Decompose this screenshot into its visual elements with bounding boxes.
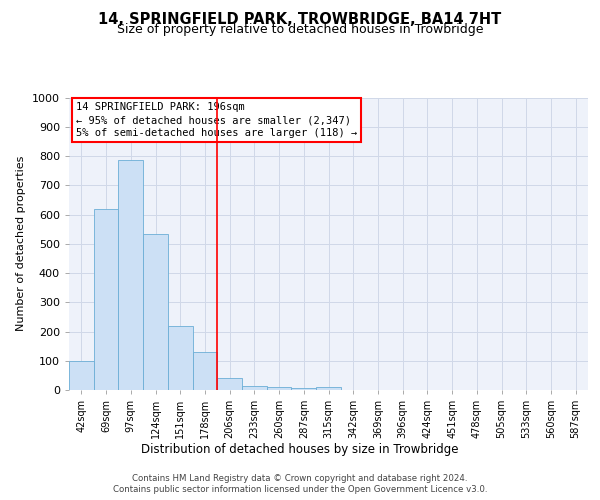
Text: Contains HM Land Registry data © Crown copyright and database right 2024.: Contains HM Land Registry data © Crown c… [132,474,468,483]
Text: Contains public sector information licensed under the Open Government Licence v3: Contains public sector information licen… [113,485,487,494]
Text: 14 SPRINGFIELD PARK: 196sqm
← 95% of detached houses are smaller (2,347)
5% of s: 14 SPRINGFIELD PARK: 196sqm ← 95% of det… [76,102,357,139]
Bar [193,352,217,390]
Bar [94,208,118,390]
Text: Size of property relative to detached houses in Trowbridge: Size of property relative to detached ho… [117,24,483,36]
Bar [316,387,341,390]
Y-axis label: Number of detached properties: Number of detached properties [16,156,26,332]
Bar [242,386,267,390]
Text: 14, SPRINGFIELD PARK, TROWBRIDGE, BA14 7HT: 14, SPRINGFIELD PARK, TROWBRIDGE, BA14 7… [98,12,502,28]
Text: Distribution of detached houses by size in Trowbridge: Distribution of detached houses by size … [141,442,459,456]
Bar [217,378,242,390]
Bar [118,160,143,390]
Bar [143,234,168,390]
Bar [292,388,316,390]
Bar [69,361,94,390]
Bar [168,326,193,390]
Bar [267,387,292,390]
